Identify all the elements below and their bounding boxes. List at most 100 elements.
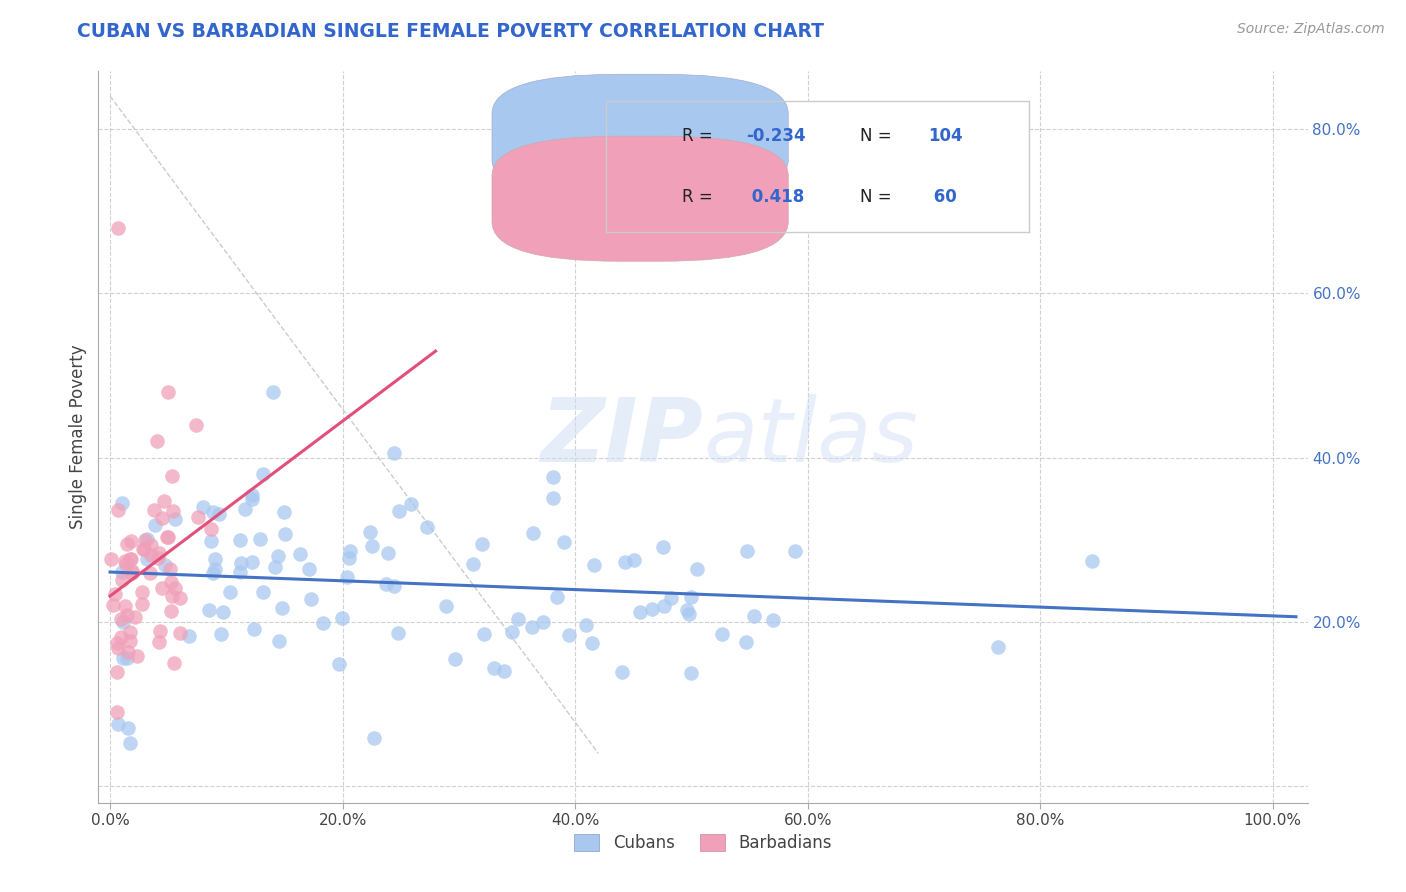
Point (288, 547, 311, 561)
Point (131, 585, 153, 599)
Point (243, 622, 266, 636)
Point (361, 539, 384, 553)
Point (165, 512, 187, 526)
Point (681, 665, 703, 680)
Point (252, 467, 274, 481)
Point (115, 536, 138, 550)
Point (581, 635, 603, 649)
Point (387, 626, 409, 640)
Point (114, 599, 136, 613)
Point (187, 510, 209, 524)
Point (202, 566, 225, 580)
Point (169, 591, 191, 605)
Point (153, 558, 176, 572)
Point (120, 634, 142, 648)
Point (204, 551, 226, 566)
Point (160, 575, 183, 590)
Point (149, 624, 172, 638)
Point (118, 552, 141, 566)
Point (339, 544, 361, 558)
Point (375, 577, 398, 591)
Point (204, 562, 226, 576)
Point (134, 533, 156, 547)
Point (153, 493, 176, 508)
Point (184, 418, 207, 433)
Point (676, 602, 699, 616)
Point (610, 665, 633, 680)
Point (143, 502, 166, 516)
Point (382, 446, 405, 460)
Point (117, 645, 139, 659)
Point (127, 648, 149, 663)
Point (111, 573, 134, 587)
Text: Source: ZipAtlas.com: Source: ZipAtlas.com (1237, 22, 1385, 37)
Point (652, 540, 675, 554)
Point (263, 560, 285, 574)
Point (117, 721, 139, 735)
Point (641, 602, 664, 616)
Point (987, 640, 1010, 654)
Point (139, 548, 162, 562)
Point (582, 558, 605, 573)
Text: ZIP: ZIP (540, 393, 703, 481)
Point (145, 434, 167, 449)
Point (522, 526, 544, 541)
Point (159, 562, 181, 576)
Point (160, 468, 183, 483)
Point (107, 716, 129, 731)
Point (148, 635, 170, 649)
Point (553, 534, 575, 549)
Point (388, 504, 411, 518)
Point (783, 544, 806, 558)
Point (121, 564, 143, 578)
Point (543, 470, 565, 484)
Point (120, 625, 142, 640)
Point (104, 587, 127, 601)
Point (240, 555, 263, 569)
Point (100, 551, 122, 566)
Point (337, 551, 360, 566)
Point (209, 627, 232, 641)
Point (111, 566, 134, 580)
Point (492, 665, 515, 679)
Point (111, 615, 134, 629)
Point (156, 530, 179, 544)
Point (686, 562, 709, 576)
Point (1081, 553, 1104, 567)
Point (165, 581, 187, 595)
Point (163, 656, 186, 670)
Point (734, 635, 756, 649)
Point (312, 615, 335, 630)
Point (233, 502, 256, 516)
Point (461, 558, 484, 572)
Point (240, 491, 263, 506)
Point (157, 384, 180, 399)
Point (101, 599, 124, 613)
Point (141, 538, 163, 552)
Point (105, 665, 128, 679)
Point (111, 496, 134, 510)
Point (522, 619, 544, 633)
Point (117, 651, 139, 665)
Point (120, 552, 142, 566)
Point (162, 504, 184, 518)
Point (679, 591, 702, 605)
Point (110, 630, 132, 644)
Point (132, 542, 155, 557)
Point (678, 607, 700, 622)
Point (262, 384, 284, 399)
Point (273, 505, 295, 519)
Point (546, 590, 568, 604)
Point (359, 525, 381, 540)
Point (143, 518, 166, 533)
Point (328, 657, 350, 671)
Point (111, 650, 134, 665)
Point (271, 601, 294, 615)
Point (659, 591, 682, 606)
Point (121, 566, 143, 581)
Point (384, 579, 406, 593)
Point (120, 534, 142, 549)
Point (299, 591, 322, 606)
Point (198, 603, 221, 617)
Point (201, 505, 224, 519)
